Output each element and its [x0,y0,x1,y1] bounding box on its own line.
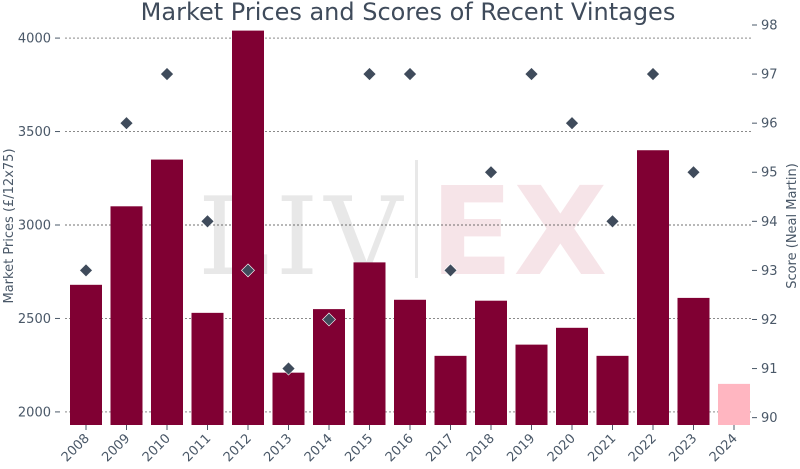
x-tick-label: 2020 [545,431,579,465]
x-axis-ticks: 2008 2009 2010 2011 2012 2013 2014 2015 2016 2017… [59,425,741,465]
left-tick-label: 3500 [18,125,51,140]
right-tick-label: 91 [761,362,778,377]
left-axis-label: Market Prices (£/12x75) [2,148,17,303]
left-tick-label: 2000 [18,405,51,420]
left-tick-label: 4000 [18,32,51,47]
score-series [79,67,701,376]
right-axis-ticks: 90 91 92 93 94 95 96 97 98 [752,19,778,426]
bar [637,150,669,425]
x-tick-label: 2021 [585,431,619,465]
bar [434,355,467,425]
score-marker [362,67,377,82]
score-marker [646,67,660,82]
x-tick-label: 2015 [342,431,376,465]
right-axis-label: Score (Neal Martin) [785,163,800,289]
bar [718,383,750,425]
x-tick-label: 2024 [707,431,741,465]
score-marker [443,263,458,278]
right-tick-label: 90 [761,411,778,426]
x-tick-label: 2009 [99,431,133,465]
score-marker [79,263,93,278]
x-tick-label: 2017 [423,431,457,465]
x-tick-label: 2016 [383,431,417,465]
score-marker [160,67,174,82]
right-tick-label: 94 [761,215,778,230]
left-tick-label: 2500 [18,312,51,327]
x-tick-label: 2023 [666,431,700,465]
x-tick-label: 2014 [302,431,336,465]
score-marker [241,263,255,278]
svg-text:EX: EX [430,161,607,303]
score-marker [322,312,336,327]
x-tick-label: 2013 [261,431,295,465]
x-tick-label: 2008 [59,431,93,465]
chart-title: Market Prices and Scores of Recent Vinta… [141,0,676,26]
right-tick-label: 92 [761,313,778,328]
score-marker [686,165,701,180]
score-marker [524,67,539,82]
x-tick-label: 2010 [140,431,174,465]
x-tick-label: 2011 [180,431,214,465]
left-axis-ticks: 2000 2500 3000 3500 4000 [18,32,60,420]
x-tick-label: 2022 [626,431,660,465]
bar [556,327,588,425]
right-tick-label: 98 [761,19,778,34]
x-tick-label: 2019 [504,431,538,465]
score-marker [484,165,498,180]
bar [191,312,224,425]
bar [475,300,507,425]
bar [353,262,386,425]
x-tick-label: 2018 [464,431,498,465]
score-marker [605,214,620,229]
score-marker [403,67,417,82]
score-marker [200,214,215,229]
bar [151,159,183,425]
bar [272,372,305,425]
right-tick-label: 96 [761,117,778,132]
right-tick-label: 93 [761,264,778,279]
bar [70,284,102,425]
score-marker [281,361,296,376]
bar [596,355,629,425]
bar [677,297,710,425]
score-marker [565,116,579,131]
bar [515,344,548,425]
right-tick-label: 95 [761,166,778,181]
bar-series [70,30,750,425]
x-tick-label: 2012 [221,431,255,465]
bar [394,299,426,425]
score-marker [119,116,134,131]
left-tick-label: 3000 [18,219,51,234]
right-tick-label: 97 [761,68,778,83]
bar [232,30,264,425]
bar [313,309,345,425]
bar [110,206,143,425]
